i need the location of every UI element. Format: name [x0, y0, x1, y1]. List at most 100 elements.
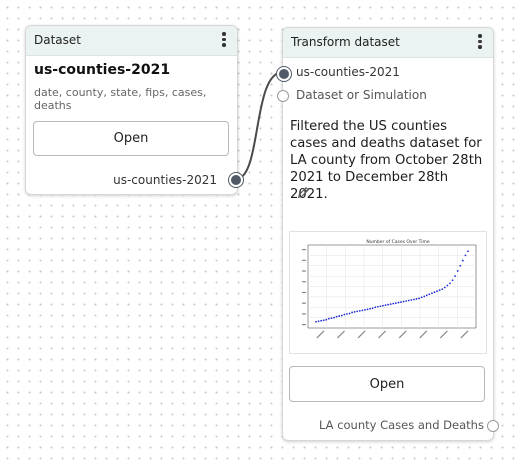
x-tick-mark — [316, 330, 325, 339]
input-port-handle-empty[interactable] — [277, 90, 289, 102]
output-port-handle[interactable] — [229, 173, 243, 187]
output-port-handle[interactable] — [487, 420, 499, 432]
data-point — [400, 301, 402, 303]
data-point — [379, 305, 382, 308]
data-point — [412, 298, 415, 301]
data-point — [464, 254, 467, 257]
y-tick-mark — [302, 313, 306, 315]
chart-title: Number of Cases Over Time — [366, 239, 430, 245]
data-point — [407, 299, 410, 302]
dataset-columns: date, county, state, fips, cases, deaths — [34, 86, 207, 112]
data-point — [433, 291, 436, 294]
x-tick-mark — [337, 330, 345, 339]
data-point — [459, 264, 462, 267]
y-tick-mark — [302, 291, 306, 294]
data-point — [415, 298, 418, 300]
data-point — [441, 288, 444, 290]
data-point — [456, 270, 459, 272]
data-point — [389, 303, 392, 306]
data-point — [338, 315, 341, 317]
data-point — [446, 284, 449, 287]
more-vertical-icon[interactable] — [477, 34, 483, 50]
open-button[interactable]: Open — [289, 366, 485, 402]
data-point — [431, 292, 433, 295]
data-point — [325, 318, 328, 321]
node-title: Dataset — [34, 33, 81, 47]
data-point — [461, 259, 464, 262]
y-tick-mark — [302, 302, 306, 304]
data-point — [394, 302, 397, 304]
data-point — [451, 279, 454, 282]
data-point — [374, 306, 377, 309]
dataset-node[interactable]: Dataset us-counties-2021 date, county, s… — [25, 25, 243, 195]
input-port-label: Dataset or Simulation — [296, 88, 427, 102]
data-point — [364, 308, 366, 311]
data-point — [425, 294, 428, 297]
data-point — [449, 282, 451, 285]
data-point — [454, 275, 457, 278]
y-tick-mark — [302, 324, 306, 326]
chart-grid — [308, 245, 476, 328]
y-tick-mark — [302, 270, 306, 272]
x-tick-mark — [439, 330, 448, 339]
input-port-label: us-counties-2021 — [296, 65, 400, 79]
pencil-icon[interactable] — [296, 186, 310, 200]
dataset-node-header[interactable]: Dataset — [26, 26, 237, 56]
data-point — [402, 300, 405, 303]
chart-points — [315, 250, 469, 323]
y-tick-mark — [302, 249, 306, 251]
chart-x-ticks — [316, 330, 469, 339]
output-port-label: LA county Cases and Deaths — [319, 418, 484, 432]
data-point — [423, 295, 426, 298]
x-tick-mark — [378, 330, 387, 339]
data-point — [387, 303, 390, 306]
x-tick-mark — [357, 330, 366, 339]
data-point — [467, 250, 469, 253]
input-port-handle-connected[interactable] — [277, 67, 291, 81]
data-point — [361, 309, 364, 312]
data-point — [420, 296, 423, 299]
data-point — [351, 311, 353, 314]
data-point — [384, 304, 387, 307]
chart-thumbnail[interactable]: Number of Cases Over Time — [289, 231, 487, 354]
node-title: Transform dataset — [291, 35, 400, 49]
transform-description: Filtered the US counties cases and death… — [290, 119, 483, 202]
data-point — [356, 310, 359, 313]
transform-node[interactable]: Transform dataset us-counties-2021 Datas… — [277, 27, 499, 441]
data-point — [428, 293, 431, 296]
data-point — [405, 300, 408, 302]
data-point — [382, 304, 384, 307]
more-vertical-icon[interactable] — [221, 32, 227, 48]
data-point — [322, 319, 325, 322]
data-point — [358, 309, 361, 312]
data-point — [436, 290, 438, 293]
data-point — [392, 302, 395, 305]
x-tick-mark — [398, 330, 407, 339]
dataset-name: us-counties-2021 — [34, 62, 171, 78]
data-point — [371, 307, 374, 310]
data-point — [348, 312, 351, 315]
data-point — [410, 299, 413, 301]
data-point — [320, 319, 323, 322]
x-tick-mark — [419, 330, 428, 339]
data-point — [335, 315, 338, 318]
transform-node-header[interactable]: Transform dataset — [283, 28, 493, 58]
y-tick-mark — [302, 259, 306, 261]
data-point — [438, 289, 441, 292]
data-point — [418, 297, 420, 300]
cases-chart: Number of Cases Over Time — [302, 239, 477, 339]
data-point — [366, 308, 369, 311]
data-point — [343, 313, 346, 316]
data-point — [353, 311, 356, 313]
data-point — [443, 286, 446, 289]
data-point — [315, 320, 317, 323]
output-port-label: us-counties-2021 — [113, 173, 217, 187]
chart-y-ticks — [302, 249, 306, 326]
data-point — [346, 313, 348, 315]
data-point — [317, 320, 320, 323]
data-point — [369, 307, 372, 310]
data-point — [340, 314, 343, 317]
data-point — [397, 301, 400, 304]
data-point — [376, 305, 379, 308]
open-button[interactable]: Open — [33, 121, 229, 156]
